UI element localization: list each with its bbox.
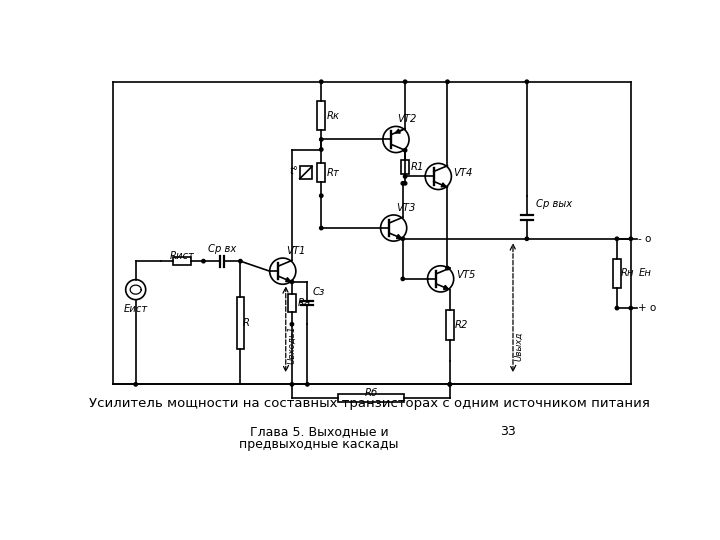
- Text: Cр вых: Cр вых: [536, 199, 572, 209]
- Circle shape: [320, 226, 323, 230]
- Bar: [174, 257, 192, 265]
- Circle shape: [448, 383, 451, 386]
- Circle shape: [202, 259, 205, 263]
- Circle shape: [403, 181, 407, 185]
- Text: Усилитель мощности на составных транзисторах с одним источником питания: Усилитель мощности на составных транзист…: [89, 397, 649, 410]
- Circle shape: [320, 194, 323, 198]
- Circle shape: [446, 266, 449, 270]
- Text: VT2: VT2: [397, 114, 417, 124]
- Circle shape: [401, 277, 405, 281]
- Text: Eист: Eист: [124, 303, 148, 314]
- Bar: [318, 102, 325, 130]
- Text: - o: - o: [639, 234, 652, 244]
- Circle shape: [134, 383, 138, 386]
- Bar: [237, 297, 244, 349]
- Text: предвыходные каскады: предвыходные каскады: [239, 438, 399, 451]
- Circle shape: [403, 175, 407, 178]
- Text: VT1: VT1: [287, 246, 306, 256]
- Text: Глава 5. Выходные и: Глава 5. Выходные и: [250, 425, 388, 438]
- Text: + o: + o: [639, 303, 657, 313]
- Text: Rб: Rб: [364, 388, 377, 398]
- Circle shape: [446, 80, 449, 84]
- Circle shape: [239, 259, 242, 263]
- Circle shape: [290, 280, 294, 284]
- Bar: [613, 259, 621, 288]
- Circle shape: [290, 322, 294, 326]
- Text: Uвыхд: Uвыхд: [515, 332, 523, 361]
- Circle shape: [401, 181, 405, 185]
- Text: R1: R1: [410, 162, 424, 172]
- Text: R: R: [243, 318, 250, 328]
- Circle shape: [629, 306, 632, 310]
- Text: Cз: Cз: [312, 287, 325, 297]
- Text: R2: R2: [455, 320, 469, 330]
- Text: VT3: VT3: [396, 202, 415, 213]
- Text: Rт: Rт: [327, 167, 340, 178]
- Bar: [338, 394, 404, 402]
- Text: Rа: Rа: [297, 298, 310, 308]
- Circle shape: [320, 148, 323, 151]
- Bar: [401, 160, 409, 174]
- Circle shape: [320, 138, 323, 141]
- Bar: [318, 163, 325, 183]
- Bar: [288, 294, 296, 312]
- Text: Rк: Rк: [327, 111, 340, 120]
- Circle shape: [525, 80, 528, 84]
- Text: Rн: Rн: [621, 268, 634, 279]
- Text: Rист: Rист: [170, 251, 194, 261]
- Circle shape: [616, 306, 618, 310]
- Circle shape: [616, 237, 618, 240]
- Circle shape: [403, 80, 407, 84]
- Circle shape: [290, 383, 294, 386]
- Text: Eн: Eн: [639, 268, 652, 279]
- Text: Uвходь1: Uвходь1: [287, 326, 297, 365]
- Circle shape: [403, 148, 407, 152]
- Text: 33: 33: [500, 425, 516, 438]
- Text: VT5: VT5: [456, 270, 475, 280]
- Circle shape: [305, 383, 309, 386]
- Text: Cр вх: Cр вх: [208, 244, 236, 254]
- Text: t°: t°: [289, 166, 298, 176]
- Circle shape: [448, 383, 451, 386]
- Bar: [300, 166, 312, 179]
- Circle shape: [525, 237, 528, 240]
- Bar: [446, 310, 454, 340]
- Circle shape: [629, 237, 632, 240]
- Circle shape: [320, 80, 323, 84]
- Text: VT4: VT4: [454, 167, 473, 178]
- Circle shape: [401, 237, 405, 240]
